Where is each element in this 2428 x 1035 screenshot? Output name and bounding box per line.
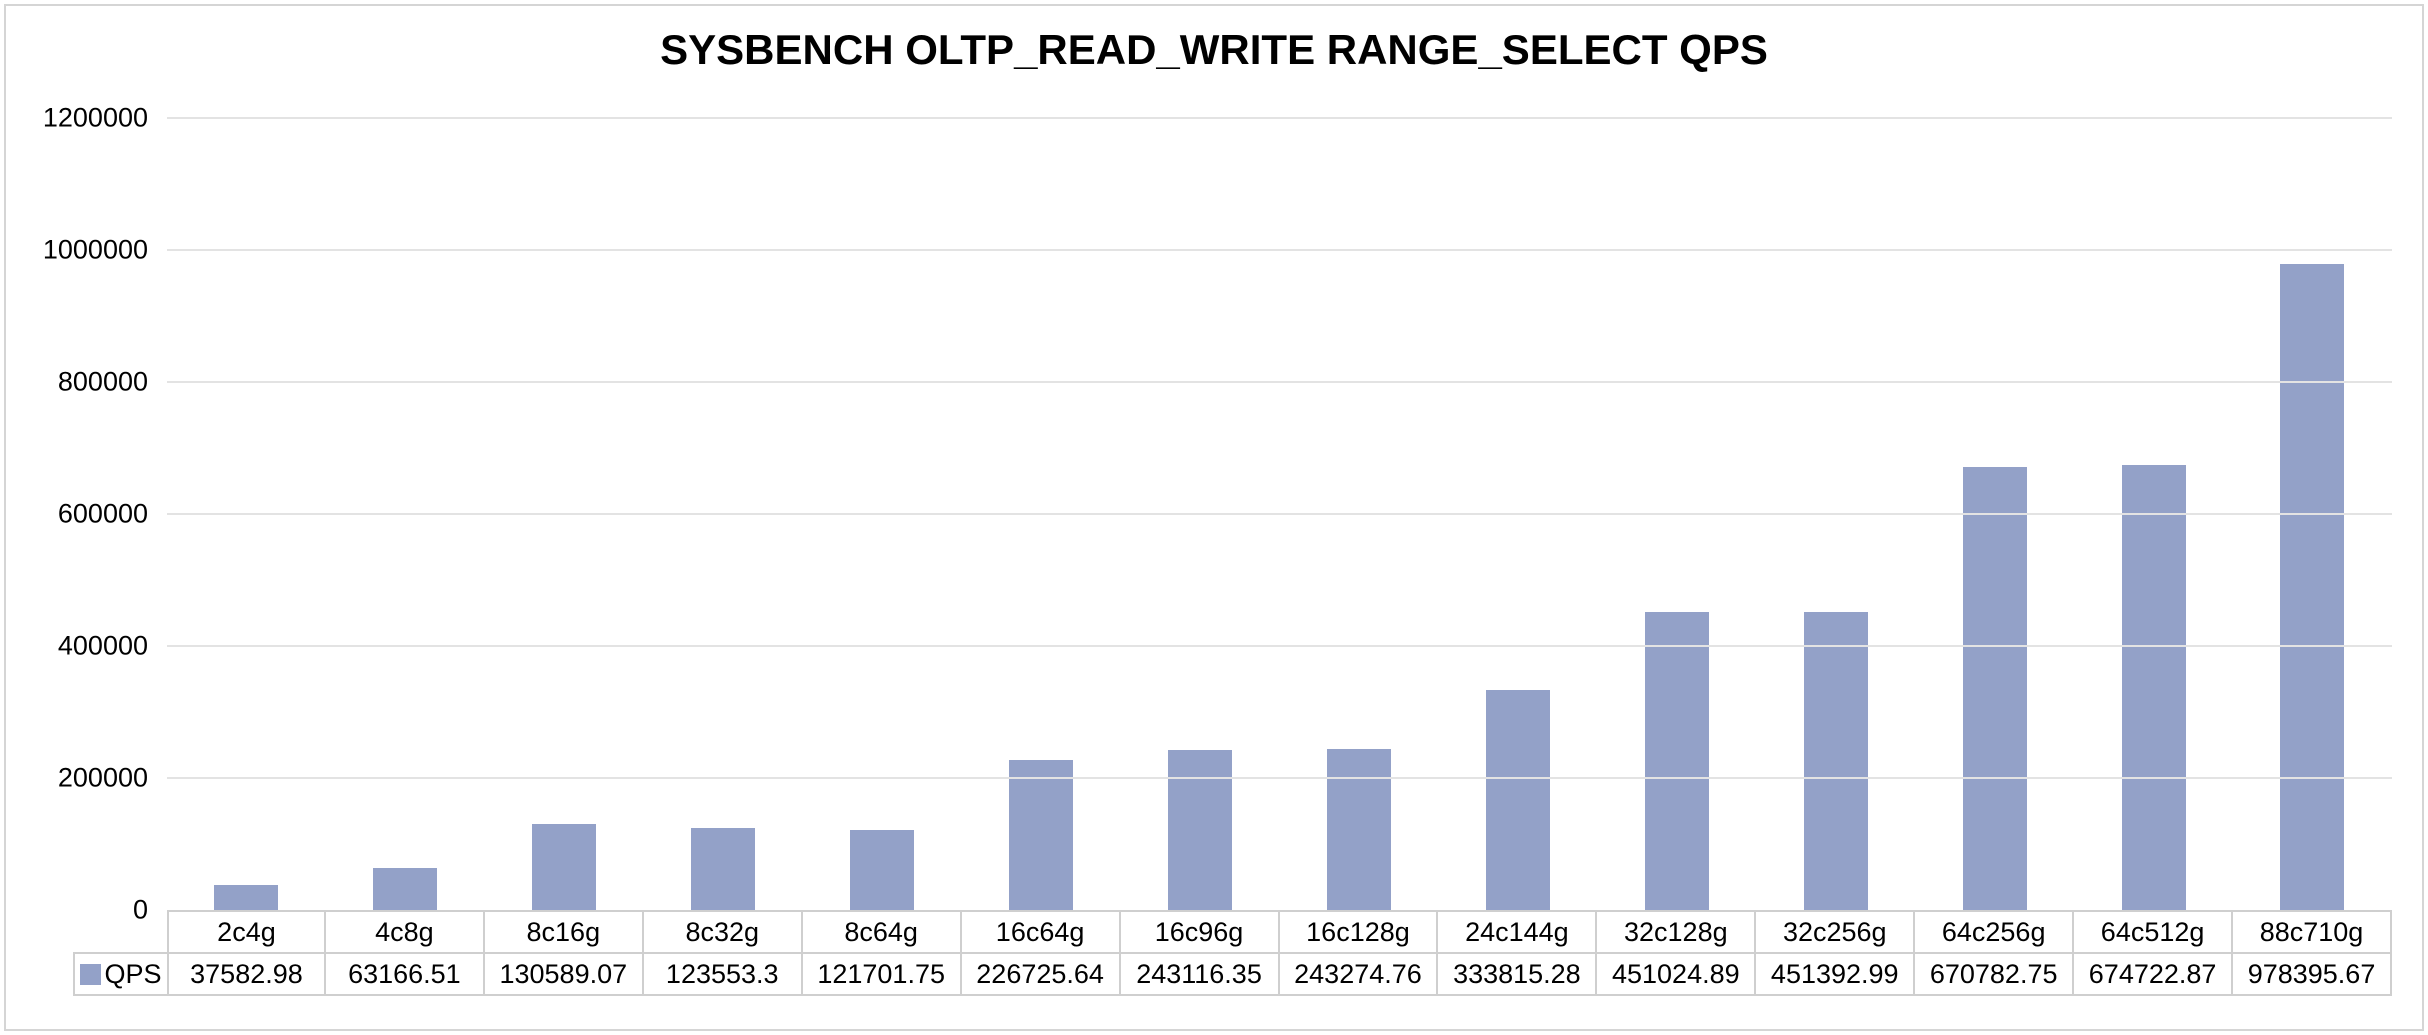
bar-16c128g [1326, 749, 1391, 910]
category-cell-8c16g: 8c16g [484, 912, 644, 954]
bar-2c4g [214, 885, 279, 910]
bar-8c64g [850, 829, 915, 910]
value-cell-8c16g: 130589.07 [484, 954, 644, 996]
y-axis-tick-label: 400000 [57, 630, 148, 661]
y-axis: 0 200000 400000 600000 800000 1000000 1200000 [0, 104, 148, 923]
bars [167, 118, 2392, 910]
plot-area [167, 117, 2392, 910]
category-cell-24c144g: 24c144g [1438, 912, 1598, 954]
value-cell-64c512g: 674722.87 [2074, 954, 2234, 996]
category-cell-32c256g: 32c256g [1756, 912, 1916, 954]
bar-32c128g [1644, 612, 1709, 910]
gridline [167, 249, 2392, 251]
category-cell-8c64g: 8c64g [802, 912, 962, 954]
bar-16c96g [1167, 749, 1232, 910]
value-cell-4c8g: 63166.51 [325, 954, 485, 996]
bar-slot [962, 118, 1121, 910]
value-cell-64c256g: 670782.75 [1915, 954, 2075, 996]
bar-64c256g [1962, 467, 2027, 910]
gridline [167, 117, 2392, 119]
y-axis-tick-label: 600000 [57, 498, 148, 529]
legend-label: QPS [104, 958, 162, 989]
category-cell-88c710g: 88c710g [2233, 912, 2392, 954]
bar-4c8g [373, 868, 438, 910]
bar-88c710g [2280, 264, 2345, 910]
category-cell-16c96g: 16c96g [1120, 912, 1280, 954]
bar-slot [1915, 118, 2074, 910]
legend-cell: QPS [73, 952, 167, 996]
value-cell-2c4g: 37582.98 [167, 954, 326, 996]
value-cell-8c32g: 123553.3 [643, 954, 803, 996]
value-cell-16c96g: 243116.35 [1120, 954, 1280, 996]
bar-slot [644, 118, 803, 910]
qps-series-swatch-icon [80, 963, 102, 985]
bar-slot [1597, 118, 1756, 910]
bar-slot [167, 118, 326, 910]
value-cell-16c64g: 226725.64 [961, 954, 1121, 996]
bar-slot [1121, 118, 1280, 910]
value-cell-16c128g: 243274.76 [1279, 954, 1439, 996]
gridline [167, 777, 2392, 780]
category-cell-64c256g: 64c256g [1915, 912, 2075, 954]
bar-8c32g [691, 828, 756, 910]
bar-64c512g [2121, 464, 2186, 910]
category-cell-8c32g: 8c32g [643, 912, 803, 954]
y-axis-tick-label: 800000 [57, 366, 148, 397]
bar-slot [326, 118, 485, 910]
data-table: 2c4g 4c8g 8c16g 8c32g 8c64g 16c64g 16c96g 16c12… [167, 910, 2392, 996]
category-cell-32c128g: 32c128g [1597, 912, 1757, 954]
gridline [167, 381, 2392, 384]
value-cell-32c128g: 451024.89 [1597, 954, 1757, 996]
gridline [167, 645, 2392, 648]
category-cell-16c128g: 16c128g [1279, 912, 1439, 954]
bar-slot [485, 118, 644, 910]
value-cell-24c144g: 333815.28 [1438, 954, 1598, 996]
category-cell-16c64g: 16c64g [961, 912, 1121, 954]
category-cell-4c8g: 4c8g [325, 912, 485, 954]
bar-slot [1756, 118, 1915, 910]
bar-16c64g [1009, 760, 1074, 910]
y-axis-tick-label: 1200000 [42, 102, 148, 133]
bar-slot [2074, 118, 2233, 910]
y-axis-tick-label: 200000 [57, 762, 148, 793]
bar-8c16g [532, 823, 597, 910]
bar-slot [1438, 118, 1597, 910]
bar-24c144g [1485, 689, 1550, 910]
value-cell-8c64g: 121701.75 [802, 954, 962, 996]
y-axis-tick-label: 0 [132, 894, 148, 925]
chart-title: SYSBENCH OLTP_READ_WRITE RANGE_SELECT QP… [660, 26, 1768, 73]
bar-32c256g [1803, 612, 1868, 910]
bar-slot [1279, 118, 1438, 910]
y-axis-tick-label: 1000000 [42, 234, 148, 265]
bar-slot [2233, 118, 2392, 910]
bar-slot [803, 118, 962, 910]
category-cell-64c512g: 64c512g [2074, 912, 2234, 954]
gridline [167, 513, 2392, 515]
value-cell-88c710g: 978395.67 [2233, 954, 2392, 996]
value-cell-32c256g: 451392.99 [1756, 954, 1916, 996]
category-cell-2c4g: 2c4g [167, 912, 326, 954]
